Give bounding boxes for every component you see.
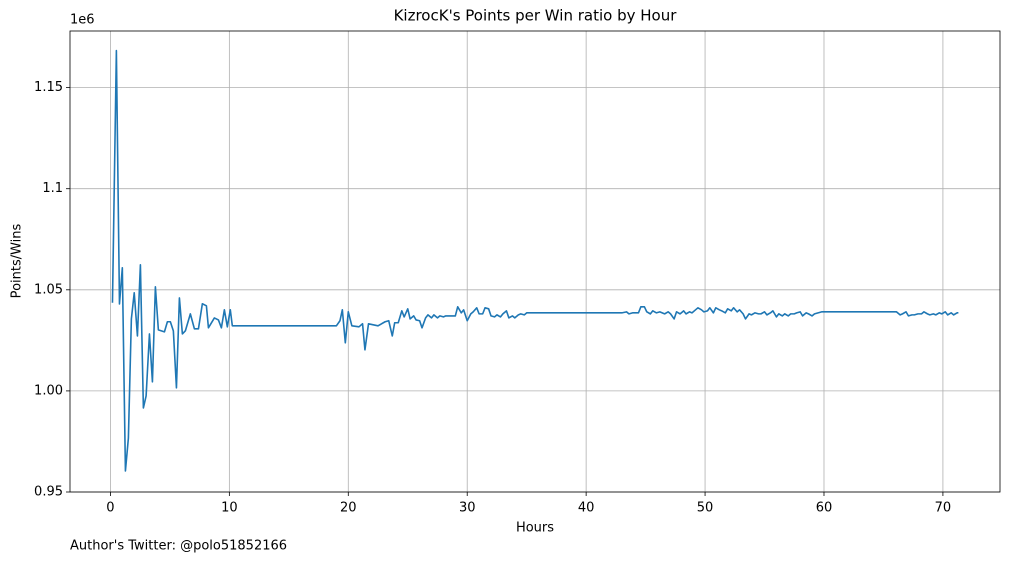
x-tick-label: 30 [459,501,476,516]
x-axis-label: Hours [516,521,554,536]
x-tick-label: 50 [697,501,714,516]
x-tick-label: 40 [578,501,595,516]
y-axis-label: Points/Wins [10,223,25,298]
plot-frame [69,30,1001,493]
chart-title: KizrocK's Points per Win ratio by Hour [394,7,678,25]
y-tick-label: 1.00 [34,383,63,398]
x-tick-label: 10 [221,501,238,516]
data-line [111,49,959,472]
y-tick-label: 0.95 [34,485,63,500]
y-tick-label: 1.15 [34,80,63,95]
x-tick-label: 70 [935,501,952,516]
footnote: Author's Twitter: @polo51852166 [70,539,287,554]
y-offset-label: 1e6 [70,13,95,28]
y-tick-label: 1.1 [42,181,63,196]
x-tick-label: 60 [816,501,833,516]
y-tick-label: 1.05 [34,282,63,297]
x-tick-label: 0 [106,501,114,516]
x-tick-label: 20 [340,501,357,516]
